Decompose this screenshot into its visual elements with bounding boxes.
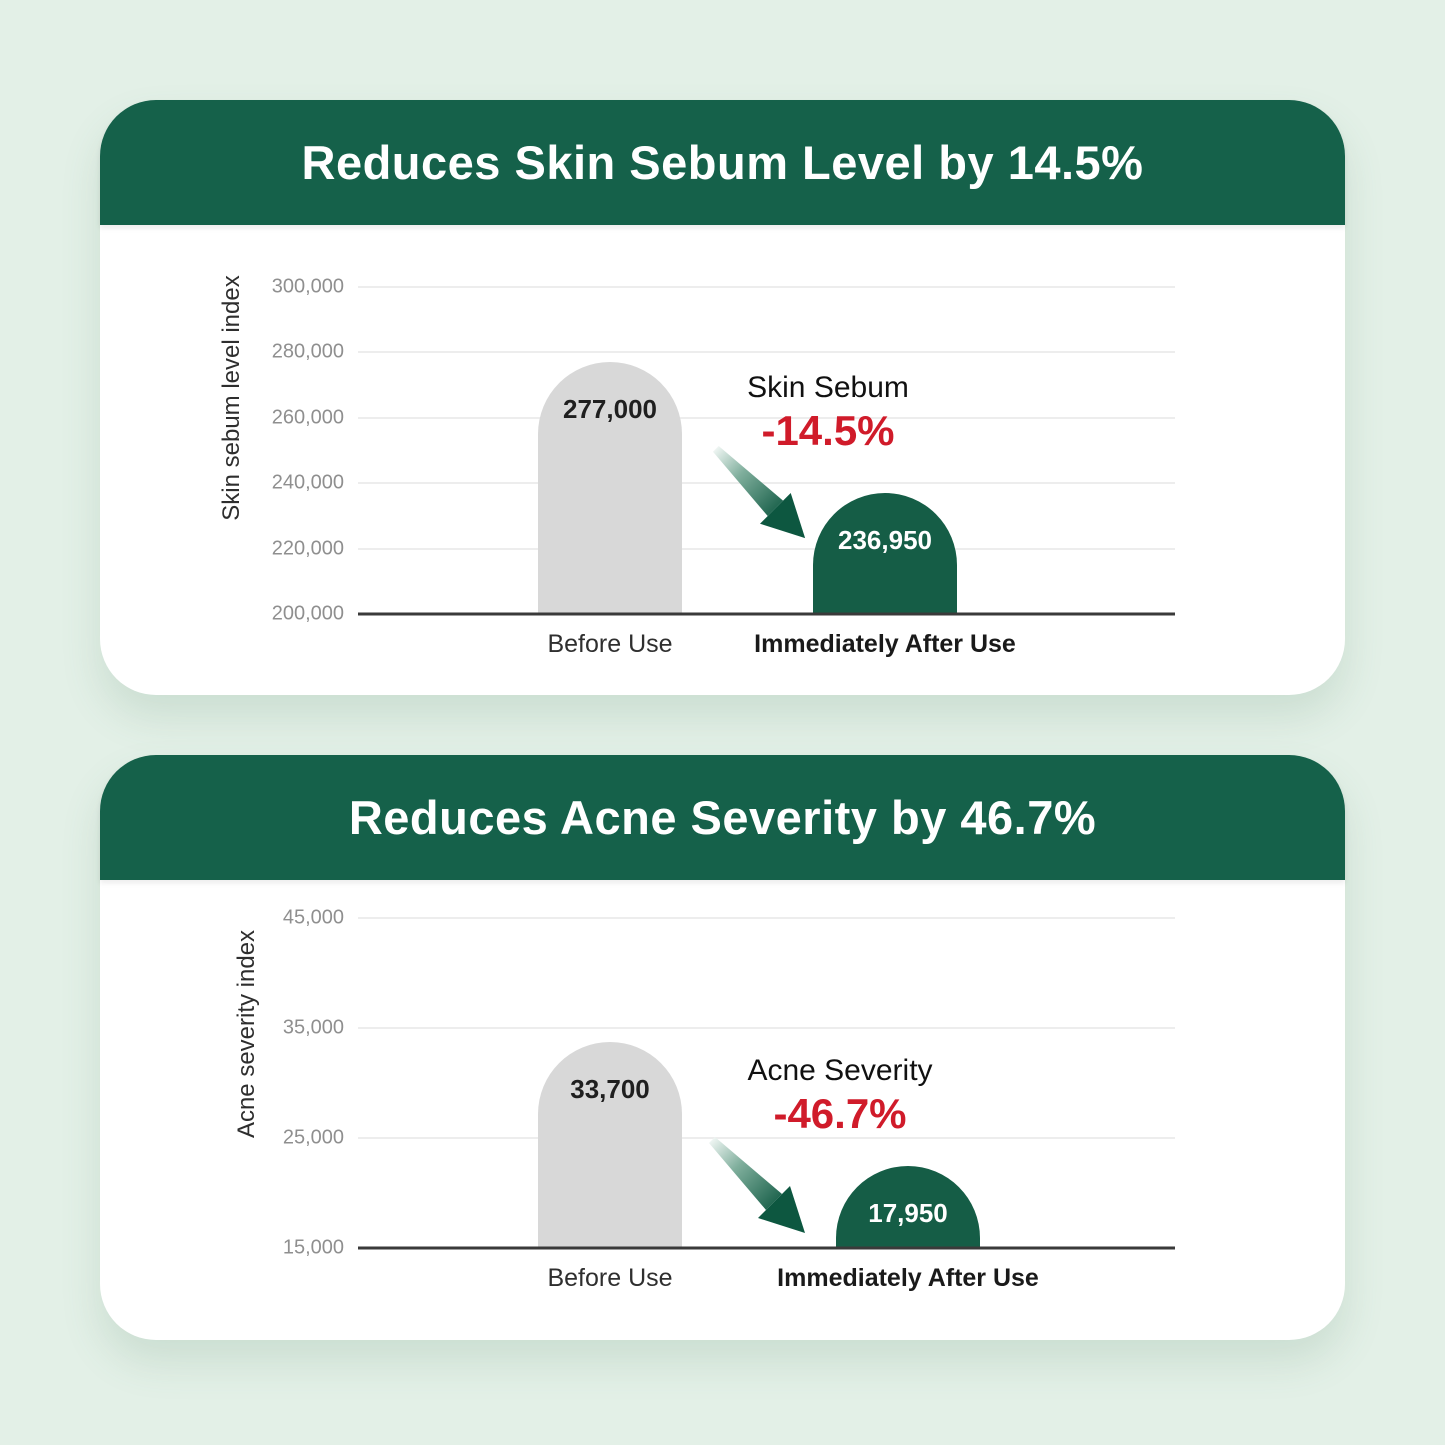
sebum-chart-area: Skin sebum level index Skin Sebum -14.5%: [100, 225, 1345, 695]
acne-card: Reduces Acne Severity by 46.7% Acne seve…: [100, 755, 1345, 1340]
acne-card-header: Reduces Acne Severity by 46.7%: [100, 755, 1345, 880]
sebum-plot-area: Skin Sebum -14.5% 200,000 220,000 240,000 2…: [272, 276, 1175, 658]
sebum-card-title: Reduces Skin Sebum Level by 14.5%: [301, 136, 1144, 189]
y-tick-label: 260,000: [271, 406, 344, 429]
y-tick-label: 200,000: [271, 602, 344, 625]
x-category-label: Before Use: [547, 630, 673, 658]
decrease-arrow-icon: [712, 445, 806, 539]
bar-value-label: 17,950: [868, 1198, 948, 1228]
acne-annotation-label: Acne Severity: [747, 1054, 933, 1087]
y-tick-label: 240,000: [271, 471, 344, 494]
acne-annotation-value: -46.7%: [773, 1090, 907, 1137]
x-category-label: Immediately After Use: [777, 1264, 1039, 1292]
sebum-y-axis-label: Skin sebum level index: [218, 275, 245, 521]
x-category-label: Before Use: [547, 1264, 673, 1292]
bar-value-label: 277,000: [563, 394, 657, 425]
sebum-card: Reduces Skin Sebum Level by 14.5% Skin s…: [100, 100, 1345, 695]
acne-card-title: Reduces Acne Severity by 46.7%: [348, 791, 1097, 844]
gridline: [358, 1027, 1175, 1029]
y-tick-label: 280,000: [271, 340, 344, 363]
y-tick-label: 220,000: [271, 537, 344, 560]
gridline: [358, 1137, 1175, 1139]
x-category-label: Immediately After Use: [754, 630, 1016, 658]
decrease-arrow-icon: [709, 1137, 805, 1233]
gridline: [358, 416, 1175, 419]
sebum-annotation: Skin Sebum -14.5%: [747, 369, 909, 455]
bar-before-use: [538, 362, 682, 614]
sebum-annotation-label: Skin Sebum: [747, 371, 909, 404]
y-tick-label: 300,000: [271, 275, 344, 298]
gridline: [358, 547, 1175, 550]
acne-plot-area: Acne Severity -46.7% 15,000 25,000 35,000 4…: [283, 907, 1175, 1292]
y-tick-label: 25,000: [282, 1126, 344, 1149]
gridline: [358, 482, 1175, 485]
y-tick-label: 15,000: [282, 1236, 344, 1259]
acne-annotation: Acne Severity -46.7%: [747, 1052, 932, 1138]
acne-chart-area: Acne severity index Acne Severity -46.7%: [100, 880, 1345, 1340]
bar-value-label: 33,700: [570, 1074, 650, 1105]
x-axis-line: [358, 612, 1175, 616]
x-axis-line: [358, 1246, 1175, 1250]
acne-y-axis-label: Acne severity index: [233, 929, 260, 1139]
bar-after-use: [813, 493, 957, 614]
sebum-card-header: Reduces Skin Sebum Level by 14.5%: [100, 100, 1345, 225]
y-tick-label: 35,000: [282, 1016, 344, 1039]
gridline: [358, 286, 1175, 288]
gridline: [358, 917, 1175, 919]
sebum-annotation-value: -14.5%: [761, 407, 895, 454]
gridline: [358, 351, 1175, 354]
bar-value-label: 236,950: [838, 525, 932, 556]
bar-before-use: [538, 1042, 682, 1248]
y-tick-label: 45,000: [282, 906, 344, 929]
